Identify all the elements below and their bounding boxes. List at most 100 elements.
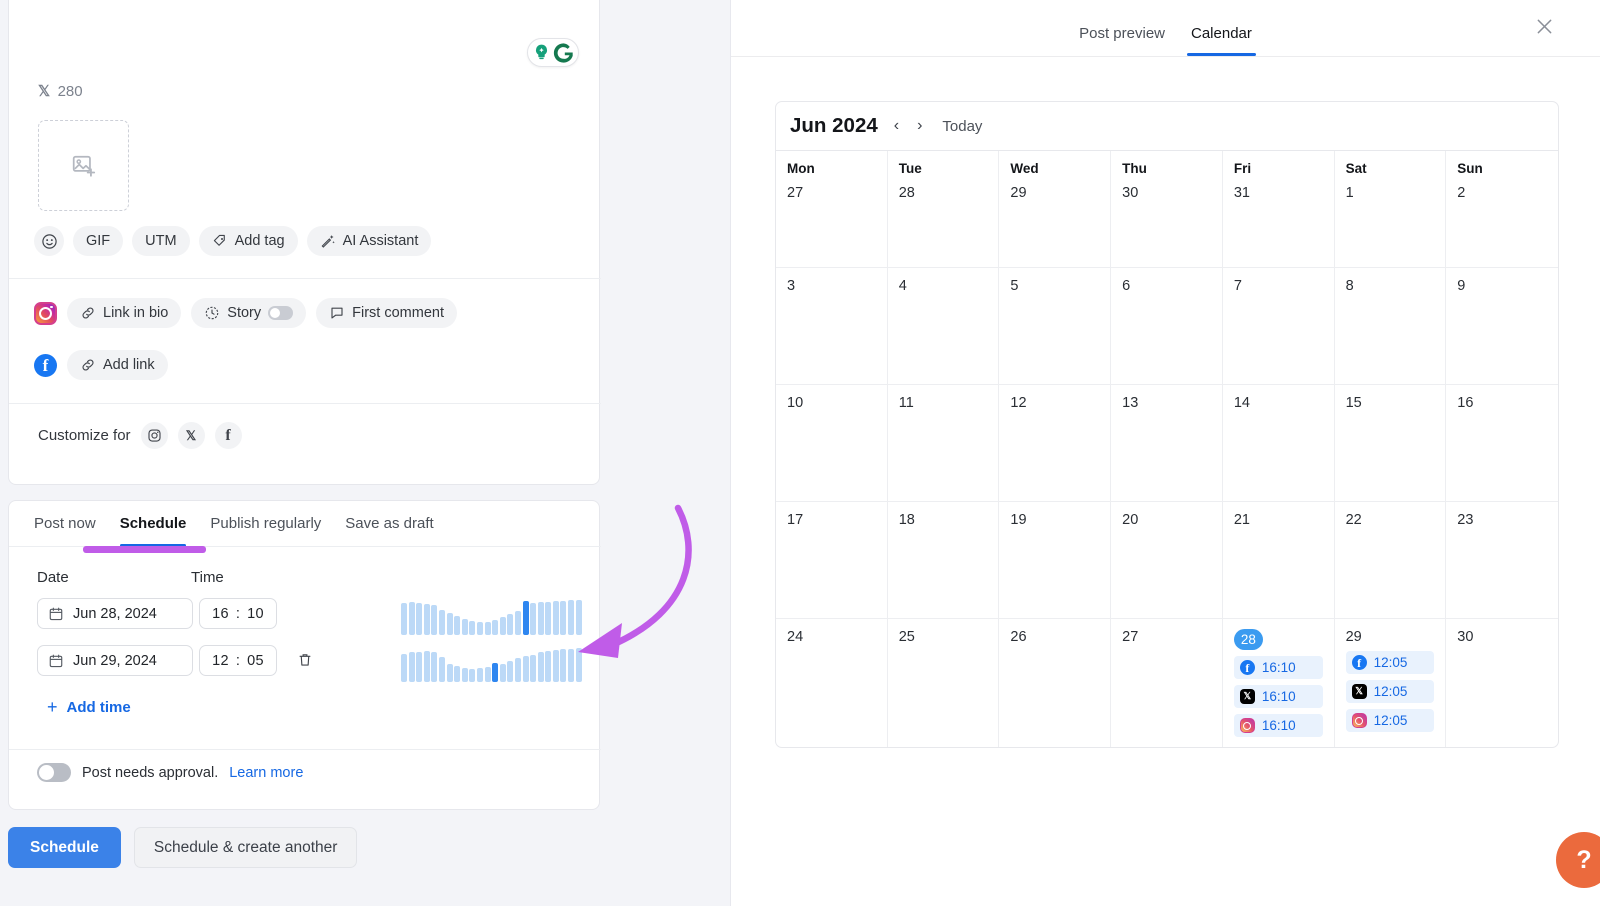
tab-schedule[interactable]: Schedule: [119, 501, 186, 547]
calendar-day-cell[interactable]: 9: [1446, 268, 1558, 385]
tab-save-as-draft[interactable]: Save as draft: [345, 515, 434, 532]
time-hour-1: 16: [212, 605, 229, 622]
learn-more-link[interactable]: Learn more: [229, 764, 304, 781]
calendar-day-cell[interactable]: 21: [1222, 502, 1335, 619]
customize-facebook-button[interactable]: f: [214, 422, 242, 449]
calendar-day-cell[interactable]: 13: [1111, 385, 1223, 502]
chart-bar: [423, 651, 430, 682]
tab-post-now[interactable]: Post now: [34, 515, 96, 532]
first-comment-button[interactable]: First comment: [316, 298, 457, 328]
best-time-chart-2[interactable]: [401, 644, 582, 682]
calendar-day-cell[interactable]: 22: [1334, 502, 1447, 619]
composer-card: 𝕏 280: [8, 0, 601, 485]
calendar-day-cell[interactable]: 8: [1334, 268, 1447, 385]
link-in-bio-button[interactable]: Link in bio: [67, 298, 182, 328]
grammarly-widget[interactable]: [527, 38, 579, 67]
ai-assistant-label: AI Assistant: [342, 233, 419, 249]
calendar-event[interactable]: 16:10: [1233, 714, 1323, 737]
chart-bar: [408, 602, 415, 635]
ai-assistant-button[interactable]: AI Assistant: [306, 226, 432, 256]
utm-button[interactable]: UTM: [132, 226, 190, 256]
schedule-and-create-another-button[interactable]: Schedule & create another: [133, 827, 358, 868]
calendar-day-cell[interactable]: 26: [999, 619, 1112, 747]
calendar-day-cell[interactable]: 11: [887, 385, 1000, 502]
time-input-2[interactable]: 12 : 05: [199, 645, 277, 676]
chart-bar: [575, 600, 582, 635]
calendar-event-time: 12:05: [1373, 684, 1408, 699]
instagram-icon: [34, 301, 57, 325]
tag-icon: [213, 234, 225, 246]
calendar-day-cell[interactable]: 18: [887, 502, 1000, 619]
post-approval-toggle[interactable]: [37, 763, 71, 782]
calendar-day-cell[interactable]: 19: [999, 502, 1112, 619]
chevron-left-icon[interactable]: ‹: [893, 117, 900, 134]
calendar-day-cell[interactable]: Fri 31: [1222, 151, 1335, 268]
calendar-day-cell[interactable]: 27: [1111, 619, 1223, 747]
calendar-event-time: 12:05: [1373, 713, 1408, 728]
calendar-day-number: 21: [1233, 512, 1250, 528]
calendar-day-cell[interactable]: 12: [999, 385, 1112, 502]
customize-instagram-button[interactable]: [140, 422, 168, 449]
calendar-weekday-label: Thu: [1122, 161, 1147, 176]
today-button[interactable]: Today: [942, 117, 983, 135]
chart-bar: [568, 649, 575, 682]
delete-time-button-2[interactable]: [297, 651, 313, 674]
calendar-day-cell[interactable]: 15: [1334, 385, 1447, 502]
calendar-day-cell[interactable]: Mon 27: [776, 151, 888, 268]
emoji-button[interactable]: [34, 226, 64, 256]
best-time-chart-1[interactable]: [401, 597, 582, 635]
calendar-day-cell[interactable]: 6: [1111, 268, 1223, 385]
calendar-day-cell[interactable]: Wed 29: [999, 151, 1112, 268]
calendar-day-cell[interactable]: 28 f 16:10 𝕏 16:10 16:10: [1223, 619, 1335, 747]
calendar-event[interactable]: f 16:10: [1233, 656, 1323, 679]
story-button[interactable]: Story: [191, 298, 307, 328]
character-counter: 𝕏 280: [38, 82, 83, 101]
help-button[interactable]: ?: [1556, 832, 1600, 888]
add-time-button[interactable]: + Add time: [47, 697, 131, 718]
story-toggle[interactable]: [268, 306, 294, 320]
calendar-day-cell[interactable]: Thu 30: [1111, 151, 1223, 268]
calendar-day-cell[interactable]: 17: [776, 502, 888, 619]
add-tag-button[interactable]: Add tag: [198, 226, 298, 256]
calendar-event[interactable]: 12:05: [1345, 709, 1435, 732]
chevron-right-icon[interactable]: ›: [917, 117, 923, 134]
calendar-day-cell[interactable]: Tue 28: [887, 151, 1000, 268]
instagram-icon: [1351, 713, 1367, 728]
calendar-day-cell[interactable]: 5: [999, 268, 1112, 385]
calendar-day-cell[interactable]: 30: [1446, 619, 1558, 747]
schedule-button[interactable]: Schedule: [8, 827, 121, 868]
calendar-day-cell[interactable]: Sun 2: [1446, 151, 1558, 268]
close-button[interactable]: [1530, 12, 1558, 40]
date-input-1[interactable]: Jun 28, 2024: [37, 598, 193, 629]
calendar-event-time: 16:10: [1261, 718, 1296, 733]
calendar-day-cell[interactable]: Sat 1: [1334, 151, 1447, 268]
x-twitter-icon: 𝕏: [1351, 684, 1367, 699]
gif-button[interactable]: GIF: [73, 226, 124, 256]
media-upload-dropzone[interactable]: [38, 120, 129, 211]
calendar-day-cell[interactable]: 24: [776, 619, 888, 747]
calendar-event[interactable]: 𝕏 16:10: [1233, 685, 1323, 708]
customize-for-row: Customize for 𝕏 f: [38, 422, 242, 449]
calendar-day-cell[interactable]: 20: [1111, 502, 1223, 619]
calendar-day-cell[interactable]: 16: [1446, 385, 1558, 502]
calendar-day-cell[interactable]: 29 f 12:05 𝕏 12:05 12:05: [1335, 619, 1447, 747]
calendar-day-cell[interactable]: 4: [887, 268, 1000, 385]
time-input-1[interactable]: 16 : 10: [199, 598, 277, 629]
calendar-event[interactable]: 𝕏 12:05: [1345, 680, 1435, 703]
date-input-2[interactable]: Jun 29, 2024: [37, 645, 193, 676]
calendar-day-cell[interactable]: 25: [888, 619, 1000, 747]
add-link-button[interactable]: Add link: [67, 350, 168, 380]
grammarly-g-icon: [553, 43, 573, 63]
calendar-day-cell[interactable]: 14: [1222, 385, 1335, 502]
customize-x-button[interactable]: 𝕏: [177, 422, 205, 449]
calendar-event[interactable]: f 12:05: [1345, 651, 1435, 674]
calendar-day-number: 4: [898, 278, 907, 294]
tab-publish-regularly[interactable]: Publish regularly: [210, 515, 322, 532]
calendar-day-cell[interactable]: 23: [1446, 502, 1558, 619]
tab-post-preview[interactable]: Post preview: [1079, 25, 1165, 42]
calendar-day-cell[interactable]: 10: [776, 385, 888, 502]
chart-bar: [499, 617, 506, 635]
calendar-day-cell[interactable]: 3: [776, 268, 888, 385]
calendar-day-cell[interactable]: 7: [1222, 268, 1335, 385]
tab-calendar[interactable]: Calendar: [1187, 25, 1256, 56]
